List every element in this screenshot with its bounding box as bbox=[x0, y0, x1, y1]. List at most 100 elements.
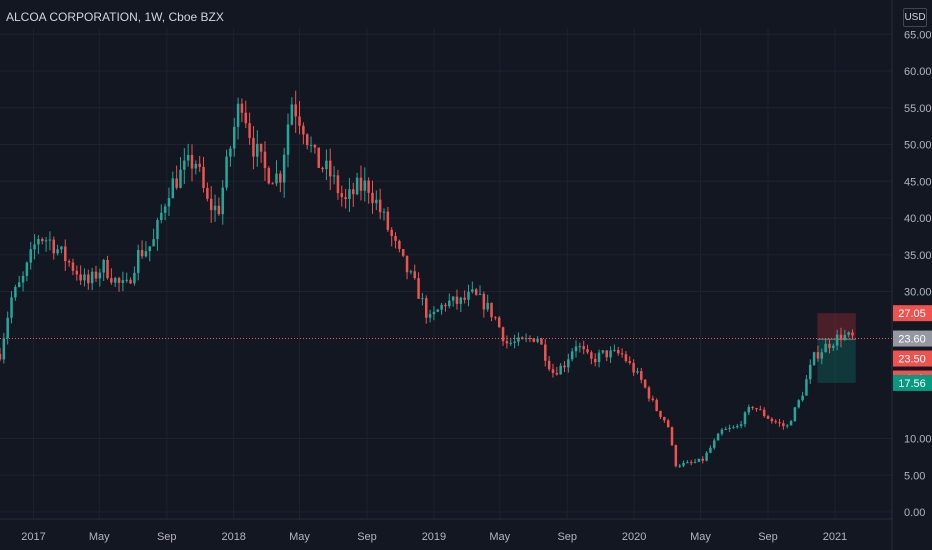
candle-body bbox=[605, 350, 608, 358]
candle-body bbox=[417, 278, 420, 299]
candle-body bbox=[125, 279, 128, 281]
candle-body bbox=[544, 344, 547, 361]
candle-body bbox=[386, 211, 390, 230]
candle-body bbox=[263, 151, 267, 169]
candle-body bbox=[732, 427, 735, 429]
candle-body bbox=[559, 365, 562, 375]
candle-body bbox=[221, 187, 224, 215]
candle-body bbox=[367, 180, 370, 193]
candle-body bbox=[513, 341, 516, 343]
candle-body bbox=[87, 274, 90, 284]
candle-body bbox=[148, 246, 152, 252]
candle-body bbox=[110, 278, 113, 283]
candle-body bbox=[14, 286, 17, 298]
candle-body bbox=[497, 317, 501, 328]
y-tick-label: 35.00 bbox=[904, 250, 932, 262]
candle-body bbox=[225, 156, 228, 188]
candle-body bbox=[298, 116, 301, 126]
candle-body bbox=[394, 235, 397, 241]
y-tick-label: 40.00 bbox=[904, 213, 932, 225]
x-tick-label: May bbox=[690, 531, 711, 543]
candle-body bbox=[160, 212, 163, 221]
candle-body bbox=[305, 134, 309, 146]
candle-body bbox=[682, 462, 685, 466]
candle-body bbox=[186, 155, 190, 161]
candle-body bbox=[363, 180, 367, 191]
candle-body bbox=[64, 246, 67, 262]
candle-body bbox=[759, 409, 762, 411]
candle-body bbox=[720, 429, 724, 434]
candle-body bbox=[774, 421, 777, 423]
candle-body bbox=[486, 302, 489, 310]
candle-body bbox=[121, 280, 125, 283]
candle-body bbox=[824, 343, 827, 353]
x-tick-label: Sep bbox=[557, 531, 577, 543]
candle-body bbox=[136, 250, 140, 273]
candle-body bbox=[789, 420, 793, 426]
candle-body bbox=[563, 365, 566, 368]
candle-body bbox=[547, 360, 551, 370]
candle-body bbox=[325, 160, 328, 170]
candle-body bbox=[440, 304, 443, 310]
candle-body bbox=[812, 352, 816, 365]
candle-body bbox=[555, 372, 559, 375]
x-tick-label: 2021 bbox=[823, 531, 847, 543]
candle-body bbox=[471, 289, 474, 292]
candle-body bbox=[524, 338, 528, 340]
candle-body bbox=[494, 317, 497, 319]
candle-body bbox=[536, 338, 539, 342]
candle-body bbox=[33, 244, 36, 250]
candle-body bbox=[693, 461, 697, 463]
x-tick-label: Sep bbox=[357, 531, 377, 543]
candle-body bbox=[202, 166, 205, 188]
candle-body bbox=[782, 423, 785, 427]
candle-body bbox=[6, 317, 9, 339]
candle-body bbox=[94, 271, 98, 279]
candle-body bbox=[244, 112, 248, 124]
candle-body bbox=[271, 183, 274, 185]
currency-button[interactable]: USD bbox=[903, 8, 927, 27]
y-tick-label: 30.00 bbox=[904, 287, 932, 299]
candle-body bbox=[686, 462, 689, 464]
candle-body bbox=[294, 104, 297, 117]
candle-body bbox=[390, 229, 393, 236]
short-position-tool[interactable] bbox=[817, 313, 856, 383]
candle-body bbox=[129, 279, 132, 284]
candle-body bbox=[213, 205, 217, 211]
candle-body bbox=[540, 338, 543, 345]
candle-body bbox=[436, 309, 440, 312]
candle-body bbox=[44, 240, 48, 242]
candle-body bbox=[636, 371, 639, 373]
candle-body bbox=[482, 293, 486, 310]
candle-body bbox=[593, 358, 597, 363]
candle-body bbox=[175, 178, 178, 188]
candle-body bbox=[467, 291, 470, 300]
candle-body bbox=[194, 163, 198, 169]
chart-title: ALCOA CORPORATION, 1W, Cboe BZX bbox=[6, 10, 224, 24]
candle-body bbox=[505, 341, 509, 344]
candle-body bbox=[832, 345, 835, 349]
candle-body bbox=[586, 349, 589, 353]
candle-body bbox=[597, 352, 601, 363]
candle-body bbox=[770, 418, 774, 422]
candle-body bbox=[198, 163, 201, 167]
candle-body bbox=[321, 167, 324, 170]
candle-body bbox=[697, 458, 701, 462]
candle-body bbox=[701, 458, 704, 461]
candle-body bbox=[655, 399, 658, 411]
candle-body bbox=[743, 412, 747, 425]
candle-body bbox=[259, 143, 263, 152]
price-tag-box bbox=[893, 350, 932, 367]
candle-body bbox=[209, 198, 213, 211]
candle-body bbox=[179, 169, 182, 188]
candle-body bbox=[152, 239, 155, 247]
candle-body bbox=[755, 408, 758, 410]
candle-body bbox=[21, 275, 25, 283]
time-axis[interactable]: 2017 May Sep 2018 May Sep 2019 May Sep 2020 May Sep… bbox=[21, 531, 847, 543]
candle-body bbox=[17, 282, 21, 287]
price-axis[interactable]: 65.00 60.00 55.00 50.00 45.00 40.00 35.00 30.00… bbox=[904, 29, 932, 519]
candle-body bbox=[40, 239, 44, 241]
candle-body bbox=[793, 407, 797, 421]
candle-body bbox=[401, 249, 405, 256]
